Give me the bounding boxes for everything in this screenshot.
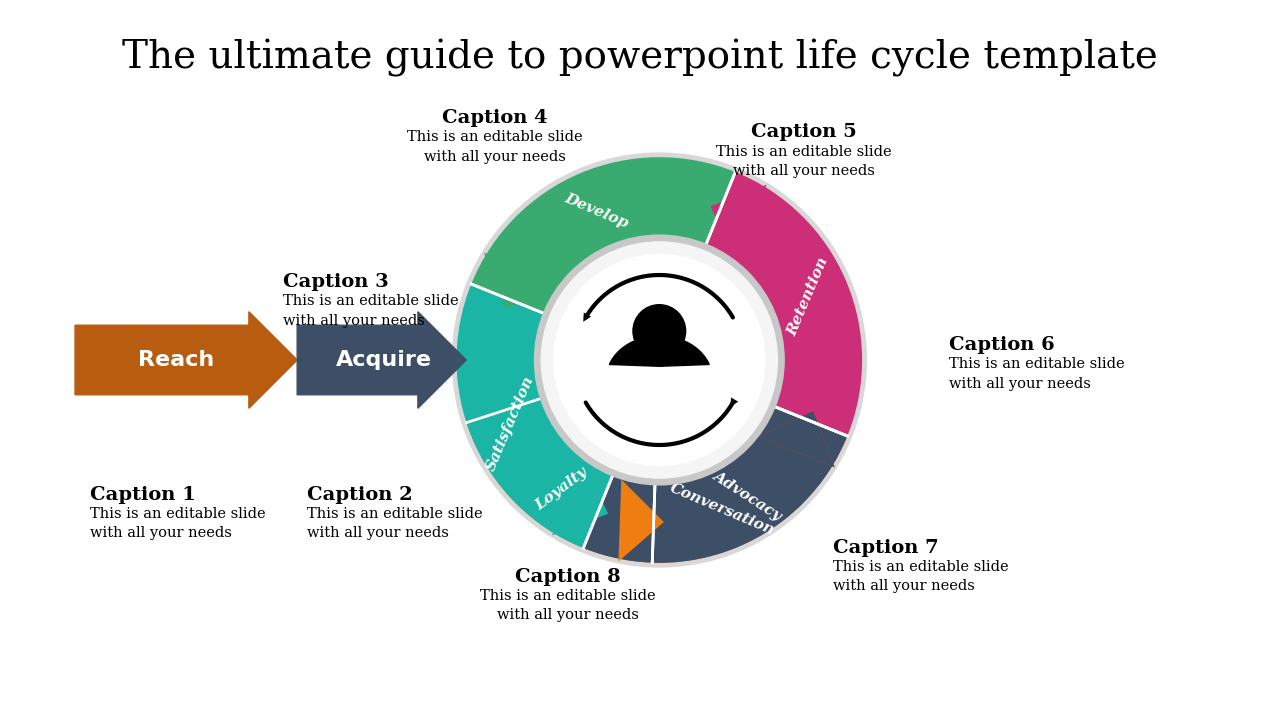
Text: This is an editable slide
with all your needs: This is an editable slide with all your … (90, 507, 265, 540)
Polygon shape (710, 184, 767, 261)
Circle shape (632, 304, 686, 358)
Text: This is an editable slide
with all your needs: This is an editable slide with all your … (717, 145, 892, 178)
Circle shape (540, 241, 778, 479)
Wedge shape (471, 157, 735, 315)
Text: This is an editable slide
with all your needs: This is an editable slide with all your … (283, 294, 458, 328)
Text: This is an editable slide
with all your needs: This is an editable slide with all your … (948, 357, 1125, 391)
Text: This is an editable slide
with all your needs: This is an editable slide with all your … (833, 560, 1009, 593)
Text: Caption 2: Caption 2 (307, 485, 412, 503)
Text: The ultimate guide to powerpoint life cycle template: The ultimate guide to powerpoint life cy… (122, 40, 1158, 77)
Text: Caption 7: Caption 7 (833, 539, 938, 557)
Text: Caption 4: Caption 4 (443, 109, 548, 127)
Text: Caption 1: Caption 1 (90, 485, 196, 503)
Polygon shape (759, 411, 835, 467)
Text: Advocacy: Advocacy (710, 468, 785, 523)
Text: Conversation: Conversation (668, 480, 777, 537)
Polygon shape (552, 459, 608, 536)
Polygon shape (759, 411, 835, 467)
Text: Retention: Retention (786, 256, 831, 338)
Wedge shape (466, 397, 655, 562)
Text: This is an editable slide
with all your needs: This is an editable slide with all your … (407, 130, 582, 163)
Text: Acquire: Acquire (337, 350, 433, 370)
Polygon shape (609, 336, 709, 366)
Text: Caption 6: Caption 6 (948, 336, 1055, 354)
Text: This is an editable slide
with all your needs: This is an editable slide with all your … (480, 589, 655, 622)
Polygon shape (618, 480, 664, 562)
Text: Reach: Reach (138, 350, 215, 370)
Wedge shape (653, 405, 847, 563)
FancyArrow shape (297, 312, 466, 408)
Wedge shape (457, 284, 614, 548)
Text: Loyalty: Loyalty (534, 465, 590, 513)
Text: Caption 8: Caption 8 (515, 567, 621, 585)
Wedge shape (704, 172, 863, 436)
Text: Caption 5: Caption 5 (751, 123, 858, 141)
Text: Caption 3: Caption 3 (283, 273, 388, 291)
FancyArrow shape (76, 312, 297, 408)
Text: Satisfaction: Satisfaction (484, 374, 536, 473)
Text: This is an editable slide
with all your needs: This is an editable slide with all your … (307, 507, 483, 540)
Wedge shape (452, 153, 867, 567)
Polygon shape (484, 253, 561, 309)
Wedge shape (584, 405, 847, 563)
Circle shape (553, 253, 765, 467)
Text: Develop: Develop (562, 192, 630, 231)
Circle shape (534, 235, 785, 485)
